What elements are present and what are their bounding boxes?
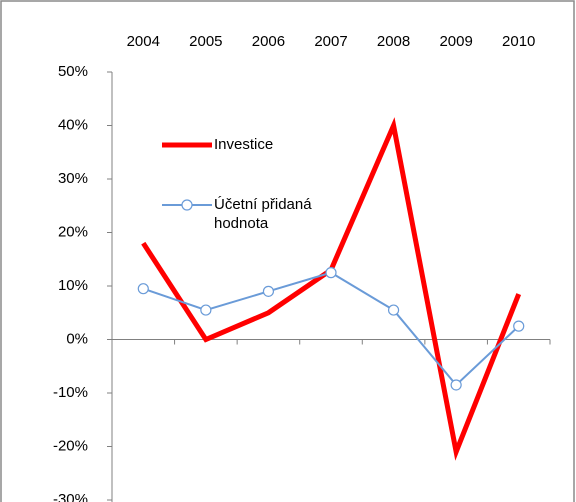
point-marker xyxy=(513,320,525,332)
point-marker xyxy=(325,267,337,279)
legend-marker xyxy=(181,199,193,211)
y-tick-label: 20% xyxy=(58,223,88,240)
x-tick-label: 2007 xyxy=(314,33,347,50)
y-tick-label: 30% xyxy=(58,170,88,187)
point-marker xyxy=(450,379,462,391)
point-marker xyxy=(200,304,212,316)
x-tick-label: 2006 xyxy=(252,33,285,50)
legend-label: Investice xyxy=(214,136,274,153)
y-tick-label: -30% xyxy=(53,491,88,502)
x-tick-label: 2004 xyxy=(127,33,160,50)
point-marker xyxy=(137,283,149,295)
x-tick-label: 2005 xyxy=(189,33,222,50)
series-line xyxy=(141,117,522,461)
y-tick-label: 10% xyxy=(58,277,88,294)
point-marker xyxy=(387,304,400,316)
y-tick-label: 0% xyxy=(66,330,88,347)
y-tick-label: 40% xyxy=(58,116,88,133)
legend-label: Účetní přidaná hodnota xyxy=(214,196,312,232)
x-tick-label: 2010 xyxy=(502,33,535,50)
y-tick-label: 50% xyxy=(58,63,88,80)
y-tick-label: -20% xyxy=(53,437,88,454)
point-marker xyxy=(262,285,275,297)
x-tick-label: 2008 xyxy=(377,33,410,50)
y-tick-label: -10% xyxy=(53,384,88,401)
x-tick-label: 2009 xyxy=(439,33,472,50)
